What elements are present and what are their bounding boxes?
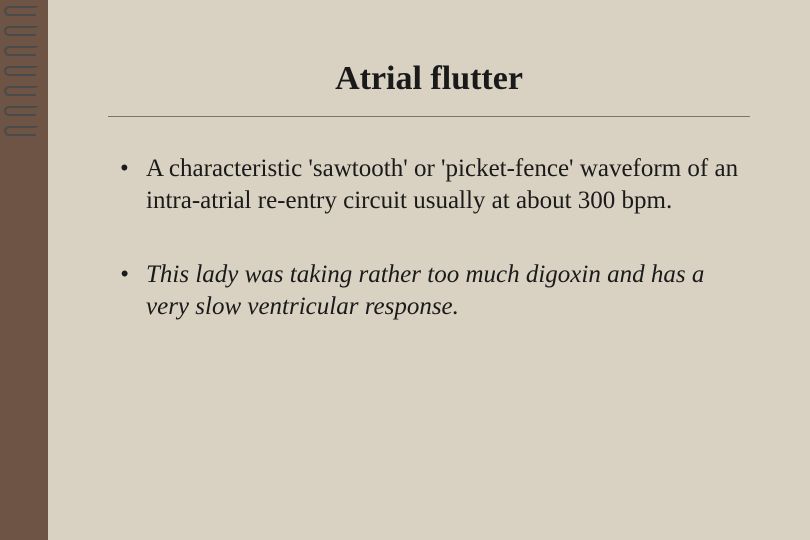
spiral-coil bbox=[4, 106, 38, 116]
bullet-list: A characteristic 'sawtooth' or 'picket-f… bbox=[116, 153, 750, 323]
spiral-coil bbox=[4, 46, 38, 56]
slide: Atrial flutter A characteristic 'sawtoot… bbox=[48, 0, 810, 540]
spiral-coil bbox=[4, 26, 38, 36]
spiral-binding bbox=[4, 0, 44, 540]
bullet-item: A characteristic 'sawtooth' or 'picket-f… bbox=[116, 153, 750, 217]
spiral-coil bbox=[4, 86, 38, 96]
slide-title: Atrial flutter bbox=[108, 60, 750, 117]
spiral-coil bbox=[4, 126, 38, 136]
slide-content: A characteristic 'sawtooth' or 'picket-f… bbox=[108, 153, 750, 323]
spiral-coil bbox=[4, 6, 38, 16]
spiral-coil bbox=[4, 66, 38, 76]
bullet-item: This lady was taking rather too much dig… bbox=[116, 259, 750, 323]
